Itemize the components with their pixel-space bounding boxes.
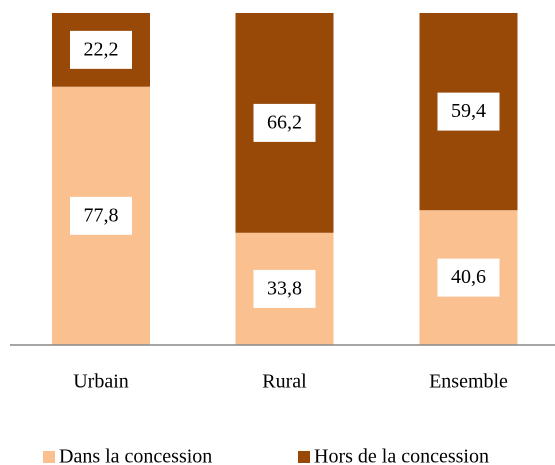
data-label-box xyxy=(70,30,132,69)
legend-label: Dans la concession xyxy=(59,446,212,465)
data-label: 40,6 xyxy=(451,266,486,288)
data-label-box xyxy=(70,196,132,235)
data-label: 66,2 xyxy=(267,111,302,133)
legend-swatch xyxy=(43,451,55,463)
data-label: 22,2 xyxy=(84,38,119,60)
data-label-box xyxy=(437,258,500,297)
x-tick-label: Ensemble xyxy=(429,371,508,393)
data-label-box xyxy=(253,269,316,308)
legend-swatch xyxy=(298,451,310,463)
data-label-box xyxy=(437,92,500,131)
x-tick-label: Rural xyxy=(262,371,307,393)
data-label: 33,8 xyxy=(267,277,302,299)
legend-label: Hors de la concession xyxy=(314,446,489,465)
data-label-box xyxy=(253,103,316,142)
data-label: 77,8 xyxy=(84,204,119,226)
data-label: 59,4 xyxy=(451,100,486,122)
x-tick-label: Urbain xyxy=(73,371,129,393)
